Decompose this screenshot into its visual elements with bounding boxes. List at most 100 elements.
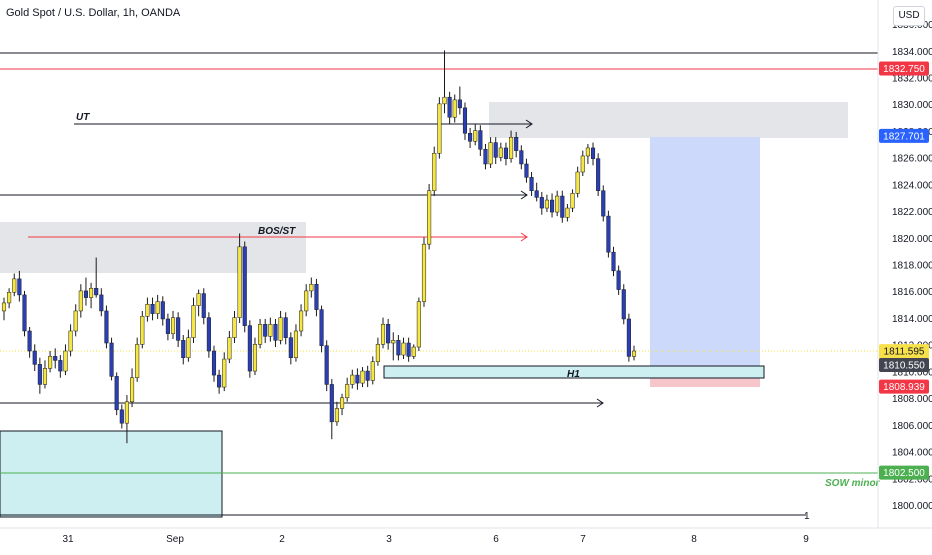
demand-cyan-zone [0,430,223,518]
y-tick-label: 1816.000 [892,287,932,298]
candle-body [411,346,416,357]
candle-body [416,301,421,348]
candle-body [565,207,570,218]
x-tick-label: 7 [580,534,586,545]
y-tick-label: 1800.000 [892,501,932,512]
candle-body [309,283,314,292]
candle-body [196,293,201,306]
candle-body [150,304,155,314]
x-tick-label: 6 [493,534,499,545]
candle-body [555,195,560,213]
candle-body [278,317,283,341]
candle-body [304,290,309,312]
candle-body [529,177,534,191]
y-tick-label: 1802.000 [892,474,932,485]
candle-body [473,130,478,142]
x-tick-label: 31 [62,534,74,545]
candle-body [17,278,22,296]
x-tick-label: 9 [803,534,809,545]
candle-body [129,377,135,403]
candle-body [258,324,263,345]
x-tick-label: 8 [691,534,697,545]
y-tick-label: 1806.000 [892,421,932,432]
candle-body [263,324,268,337]
candle-body [12,278,17,293]
candle-body [63,350,68,372]
price-tag-value: 1827.701 [883,131,925,142]
candle-body [109,342,114,377]
candle-body [268,324,273,337]
y-tick-label: 1810.000 [892,367,932,378]
candle-body [32,350,37,365]
candle-body [222,358,227,388]
candle-body [242,246,247,326]
candle-body [22,294,27,332]
candle-body [462,107,468,134]
candle-body [590,147,596,159]
candle-body [299,310,304,332]
candle-body [375,344,380,362]
y-tick-label: 1826.000 [892,154,932,165]
price-tags-layer: 1832.7501827.7011811.59540:231810.550180… [879,61,929,480]
candle-body [186,337,191,358]
candle-body [544,199,549,209]
candle-body [437,103,442,154]
candle-body [176,317,181,341]
candle-body [447,96,452,118]
y-tick-label: 1820.000 [892,234,932,245]
label-bos-st: BOS/ST [258,226,296,237]
candle-body [427,190,432,245]
candle-body [360,370,365,384]
price-tag-value: 1808.939 [883,382,925,393]
candle-body [498,147,503,158]
candle-body [27,330,32,352]
candle-body [288,337,293,358]
candle-body [380,324,386,345]
price-tag-value: 1802.500 [883,468,925,479]
candle-body [585,147,590,157]
y-tick-label: 1830.000 [892,100,932,111]
candle-body [339,397,345,409]
candle-body [468,133,473,142]
candle-body [452,99,457,118]
annotations-layer: UT BOS/ST H1 SOW minor 1 [76,112,881,522]
candle-body [170,317,176,334]
candle-body [124,401,129,424]
candle-body [626,318,631,357]
y-tick-label: 1824.000 [892,180,932,191]
candle-body [524,163,529,178]
candle-body [355,374,360,384]
candle-body [181,340,186,358]
zones-layer [0,102,848,518]
candle-body [191,305,196,338]
x-tick-label: Sep [166,534,184,545]
y-tick-label: 1818.000 [892,261,932,272]
candle-body [570,193,575,209]
price-tag-value: 1832.750 [883,64,925,75]
candle-body [519,150,524,165]
price-tag [879,465,929,480]
candle-body [89,287,94,298]
candle-body [53,356,58,361]
candle-body [7,291,12,304]
candle-body [42,368,48,385]
candle-body [457,99,462,109]
candle-body [478,130,483,150]
x-tick-label: 3 [386,534,392,545]
candle-body [539,197,544,209]
candles-layer [1,50,637,444]
currency-button[interactable]: USD [893,6,925,26]
price-tag-value: 1810.550 [883,361,925,372]
candle-body [370,361,375,381]
candle-body [493,142,498,158]
candle-body [596,158,601,191]
candle-body [94,287,99,296]
candle-body [560,195,565,218]
candle-body [421,243,427,302]
candle-body [549,199,555,213]
candle-body [83,290,89,298]
candle-body [514,137,519,151]
candle-body [314,283,319,310]
